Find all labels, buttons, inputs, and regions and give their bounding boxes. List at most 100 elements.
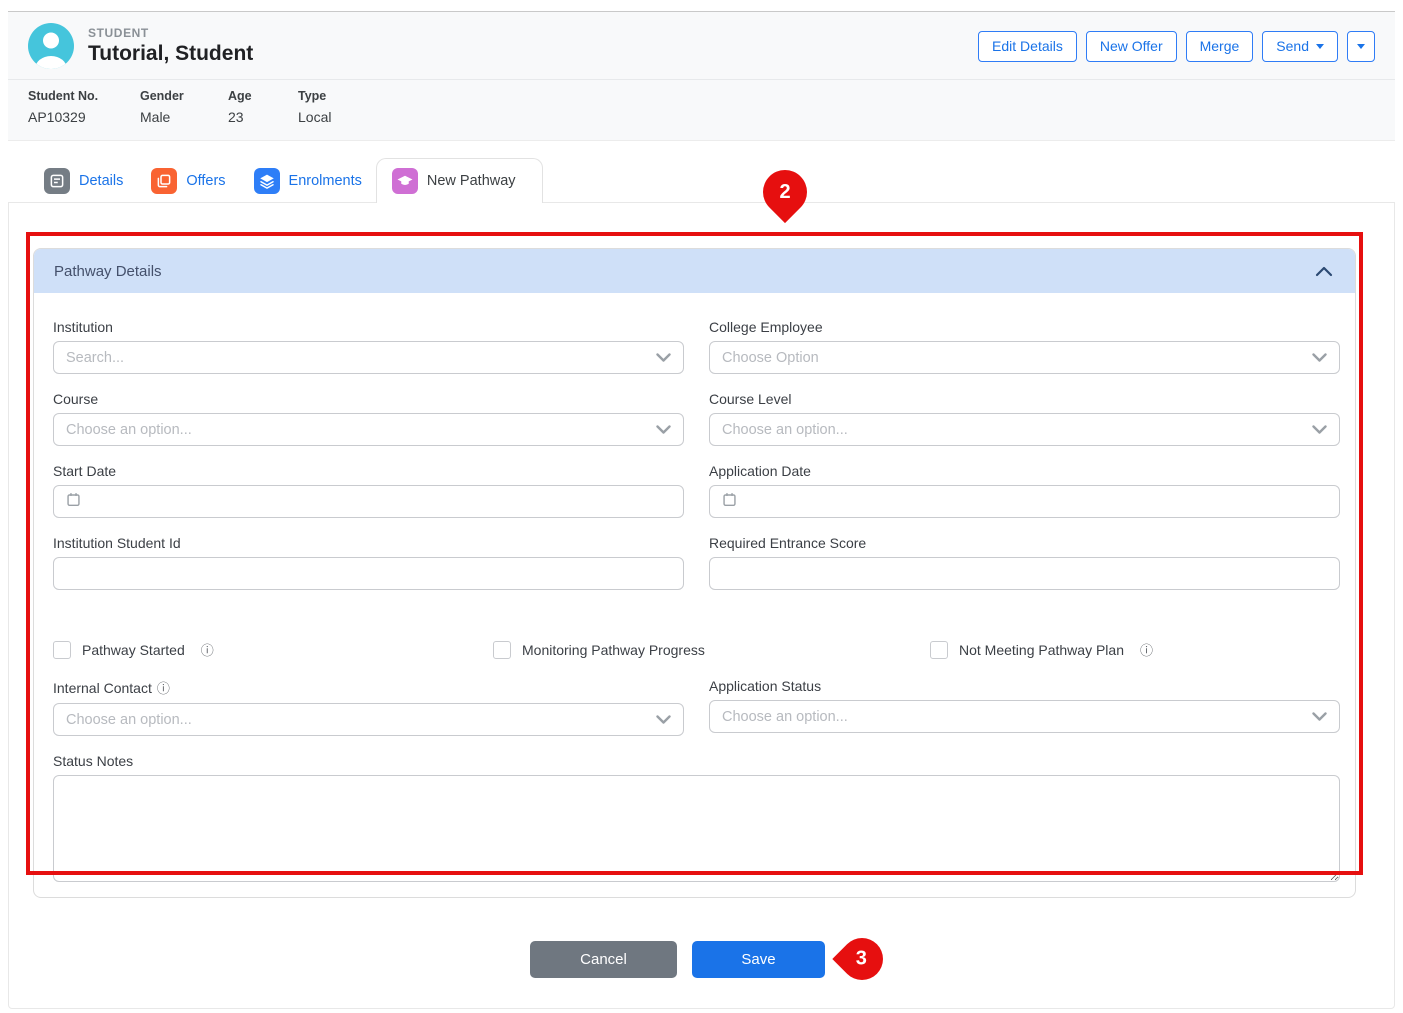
new-offer-button[interactable]: New Offer bbox=[1085, 30, 1177, 62]
info-label: Age bbox=[228, 89, 252, 103]
not-meeting-pathway-plan-label: Not Meeting Pathway Plan bbox=[959, 641, 1124, 658]
calendar-icon bbox=[66, 492, 81, 512]
edit-details-label: Edit Details bbox=[992, 38, 1063, 54]
application-status-select[interactable]: Choose an option... bbox=[709, 700, 1340, 733]
send-button[interactable]: Send bbox=[1262, 30, 1338, 62]
monitoring-pathway-progress-checkbox[interactable] bbox=[493, 640, 511, 659]
offers-icon bbox=[151, 167, 178, 194]
tab-new-pathway[interactable]: New Pathway bbox=[375, 158, 543, 203]
monitoring-pathway-progress-checkbox-group: Monitoring Pathway Progress bbox=[493, 640, 930, 659]
institution-select[interactable]: Search... bbox=[53, 341, 684, 374]
entity-type-label: STUDENT bbox=[88, 26, 149, 40]
info-gender: Gender Male bbox=[140, 89, 228, 125]
student-header-card: STUDENT Tutorial, Student Edit Details N… bbox=[8, 11, 1395, 141]
person-icon bbox=[28, 23, 74, 69]
course-level-label: Course Level bbox=[709, 391, 792, 407]
field-start-date: Start Date bbox=[53, 463, 684, 518]
footer-actions: Cancel Save bbox=[530, 941, 825, 978]
info-label: Student No. bbox=[28, 89, 99, 103]
info-student-no: Student No. AP10329 bbox=[28, 89, 140, 125]
header-top-row: STUDENT Tutorial, Student Edit Details N… bbox=[8, 12, 1395, 80]
college-employee-select[interactable]: Choose Option bbox=[709, 341, 1340, 374]
monitoring-pathway-progress-label: Monitoring Pathway Progress bbox=[522, 641, 705, 658]
pathway-started-label: Pathway Started bbox=[82, 641, 185, 658]
chevron-down-icon bbox=[656, 425, 671, 434]
info-icon[interactable]: ⓘ bbox=[1139, 643, 1153, 658]
field-status-notes: Status Notes bbox=[53, 753, 1340, 887]
annotation-pin-2-number: 2 bbox=[779, 180, 791, 203]
course-label: Course bbox=[53, 391, 99, 407]
pathway-details-panel: Pathway Details Institution Search... bbox=[33, 248, 1356, 898]
info-age: Age 23 bbox=[228, 89, 298, 125]
tab-enrolments[interactable]: Enrolments bbox=[240, 158, 376, 203]
institution-student-id-label: Institution Student Id bbox=[53, 535, 181, 551]
tab-details-label: Details bbox=[79, 172, 124, 189]
info-label: Type bbox=[298, 89, 327, 103]
info-type: Type Local bbox=[298, 89, 331, 125]
college-employee-label: College Employee bbox=[709, 319, 823, 335]
student-avatar bbox=[28, 23, 74, 69]
info-icon[interactable]: ⓘ bbox=[200, 643, 214, 658]
details-icon bbox=[44, 167, 70, 194]
start-date-label: Start Date bbox=[53, 463, 117, 479]
save-button[interactable]: Save bbox=[692, 941, 825, 978]
tab-offers[interactable]: Offers bbox=[137, 158, 239, 203]
course-select[interactable]: Choose an option... bbox=[53, 413, 684, 446]
new-offer-label: New Offer bbox=[1099, 38, 1163, 54]
tab-details[interactable]: Details bbox=[30, 158, 137, 203]
header-action-buttons: Edit Details New Offer Merge Send bbox=[978, 30, 1375, 62]
start-date-input[interactable] bbox=[53, 485, 684, 518]
tab-new-pathway-label: New Pathway bbox=[426, 173, 516, 189]
merge-label: Merge bbox=[1199, 38, 1240, 54]
field-institution: Institution Search... bbox=[53, 319, 684, 374]
institution-student-id-input[interactable] bbox=[53, 557, 684, 590]
status-notes-textarea[interactable] bbox=[53, 775, 1340, 882]
tab-enrolments-label: Enrolments bbox=[288, 172, 362, 189]
chevron-down-icon bbox=[1312, 353, 1327, 362]
pathway-started-checkbox-group: Pathway Started ⓘ bbox=[53, 640, 493, 659]
info-icon[interactable]: ⓘ bbox=[156, 681, 170, 696]
not-meeting-pathway-plan-checkbox-group: Not Meeting Pathway Plan ⓘ bbox=[930, 640, 1340, 659]
status-notes-label: Status Notes bbox=[53, 753, 134, 769]
info-label: Gender bbox=[140, 89, 184, 103]
institution-placeholder: Search... bbox=[66, 349, 125, 366]
tab-bar: Details Offers Enrolments bbox=[8, 158, 1395, 203]
required-entrance-score-label: Required Entrance Score bbox=[709, 535, 867, 551]
field-institution-student-id: Institution Student Id bbox=[53, 535, 684, 590]
required-entrance-score-input[interactable] bbox=[709, 557, 1340, 590]
more-actions-dropdown-button[interactable] bbox=[1347, 30, 1375, 62]
pathway-started-checkbox[interactable] bbox=[53, 640, 71, 659]
pathway-details-form: Institution Search... College Employee C… bbox=[34, 293, 1355, 887]
chevron-down-icon bbox=[1312, 712, 1327, 721]
student-info-row: Student No. AP10329 Gender Male Age 23 T… bbox=[8, 80, 1395, 125]
merge-button[interactable]: Merge bbox=[1185, 30, 1254, 62]
student-identity: STUDENT Tutorial, Student bbox=[28, 23, 253, 69]
calendar-icon bbox=[722, 492, 737, 512]
internal-contact-label: Internal Contact ⓘ bbox=[53, 678, 684, 697]
info-value: AP10329 bbox=[28, 109, 86, 125]
field-required-entrance-score: Required Entrance Score bbox=[709, 535, 1340, 590]
application-status-label: Application Status bbox=[709, 678, 822, 694]
institution-label: Institution bbox=[53, 319, 113, 335]
edit-details-button[interactable]: Edit Details bbox=[978, 30, 1077, 62]
application-status-placeholder: Choose an option... bbox=[722, 708, 848, 725]
student-name: Tutorial, Student bbox=[88, 42, 254, 65]
student-titles: STUDENT Tutorial, Student bbox=[88, 26, 253, 66]
caret-down-icon bbox=[1357, 43, 1365, 49]
college-employee-placeholder: Choose Option bbox=[722, 349, 819, 366]
course-placeholder: Choose an option... bbox=[66, 421, 192, 438]
internal-contact-label-text: Internal Contact bbox=[53, 680, 152, 696]
field-application-status: Application Status Choose an option... bbox=[709, 678, 1340, 736]
internal-contact-select[interactable]: Choose an option... bbox=[53, 703, 684, 736]
chevron-up-icon[interactable] bbox=[1315, 266, 1333, 277]
field-application-date: Application Date bbox=[709, 463, 1340, 518]
enrolments-icon bbox=[253, 167, 280, 194]
course-level-select[interactable]: Choose an option... bbox=[709, 413, 1340, 446]
graduation-cap-icon bbox=[391, 168, 418, 194]
panel-title: Pathway Details bbox=[54, 262, 162, 280]
cancel-button[interactable]: Cancel bbox=[530, 941, 677, 978]
pathway-details-header[interactable]: Pathway Details bbox=[34, 249, 1355, 293]
application-date-input[interactable] bbox=[709, 485, 1340, 518]
not-meeting-pathway-plan-checkbox[interactable] bbox=[930, 640, 948, 659]
info-value: 23 bbox=[228, 109, 244, 125]
